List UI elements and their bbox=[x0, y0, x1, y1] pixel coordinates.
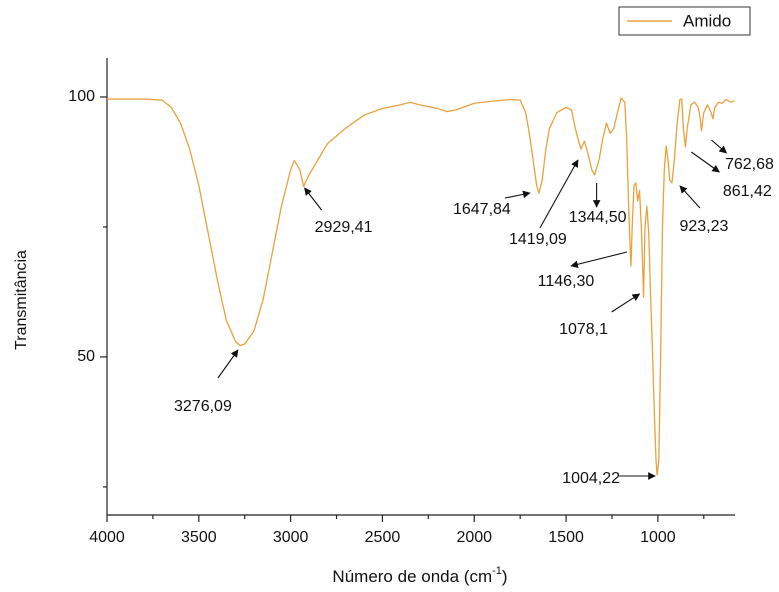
annotation-label: 1078,1 bbox=[559, 321, 608, 338]
y-tick-label: 100 bbox=[68, 88, 95, 105]
annotation-label: 2929,41 bbox=[315, 219, 373, 236]
annotation-arrow bbox=[504, 190, 531, 199]
x-tick-label: 4000 bbox=[89, 529, 125, 546]
annotation-label: 1344,50 bbox=[569, 209, 627, 226]
annotation-arrow bbox=[217, 349, 239, 379]
legend: Amido bbox=[618, 6, 751, 36]
x-tick-label: 1500 bbox=[548, 529, 584, 546]
y-axis-label: Transmitância bbox=[13, 250, 30, 350]
annotation-label: 3276,09 bbox=[174, 398, 232, 415]
annotation-label: 1647,84 bbox=[453, 201, 511, 218]
annotation-label: 1146,30 bbox=[538, 273, 595, 290]
annotation-arrow bbox=[691, 151, 720, 173]
annotation-arrow bbox=[679, 185, 701, 209]
spectrum-line bbox=[107, 97, 735, 476]
annotation-label: 861,42 bbox=[723, 183, 772, 200]
annotation-arrow bbox=[570, 251, 628, 269]
legend-label: Amido bbox=[683, 11, 731, 30]
annotation-label: 1419,09 bbox=[509, 231, 567, 248]
annotation-arrow bbox=[304, 187, 323, 211]
annotation-arrow bbox=[539, 159, 579, 229]
x-tick-label: 3000 bbox=[273, 529, 309, 546]
annotation-label: 1004,22 bbox=[562, 470, 620, 487]
x-axis-label: Número de onda (cm-1) bbox=[332, 565, 507, 587]
annotation-arrow bbox=[711, 139, 728, 154]
x-tick-label: 3500 bbox=[181, 529, 217, 546]
x-axis-label-end: ) bbox=[502, 567, 508, 586]
x-tick-label: 2500 bbox=[365, 529, 401, 546]
y-tick-label: 50 bbox=[77, 348, 95, 365]
annotation-label: 762,68 bbox=[725, 156, 774, 173]
annotation-arrow bbox=[611, 293, 641, 313]
x-axis-label-sup: -1 bbox=[492, 565, 502, 577]
x-tick-label: 1000 bbox=[640, 529, 676, 546]
x-axis-label-main: Número de onda (cm bbox=[332, 567, 492, 586]
annotation-label: 923,23 bbox=[680, 218, 729, 235]
x-tick-label: 2000 bbox=[456, 529, 492, 546]
